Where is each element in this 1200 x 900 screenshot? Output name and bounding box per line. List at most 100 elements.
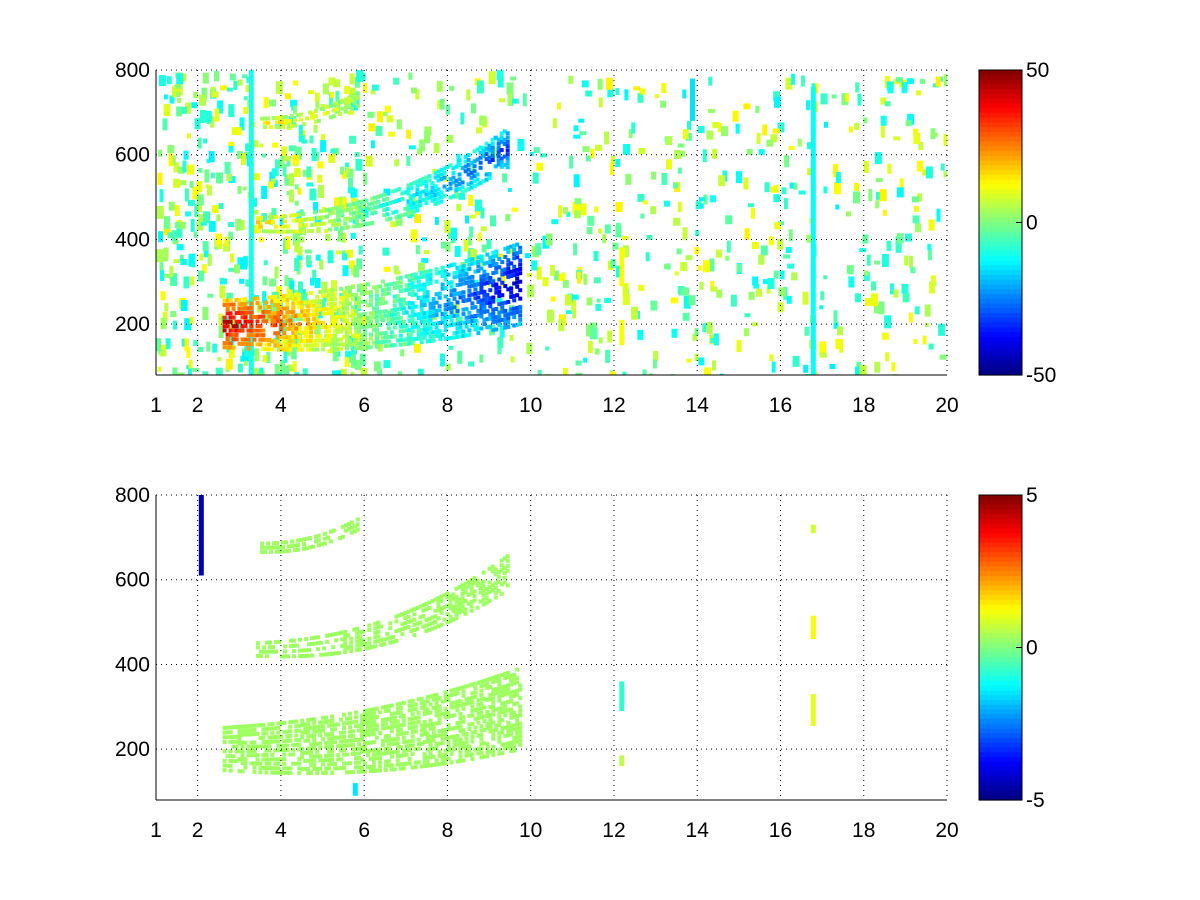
heatmap-cell bbox=[339, 309, 344, 314]
heatmap-cell bbox=[300, 755, 305, 759]
colorbar-segment bbox=[979, 184, 1022, 190]
heatmap-cell bbox=[401, 740, 406, 745]
heatmap-cell bbox=[324, 229, 329, 234]
heatmap-cell bbox=[360, 320, 364, 325]
heatmap-cell bbox=[225, 754, 230, 759]
heatmap-cell bbox=[518, 687, 523, 692]
heatmap-cell bbox=[315, 299, 320, 304]
heatmap-cell bbox=[252, 333, 257, 338]
heatmap-cell bbox=[518, 738, 523, 743]
heatmap-cell bbox=[228, 763, 233, 768]
heatmap-cell bbox=[243, 315, 248, 320]
heatmap-cell bbox=[446, 756, 451, 761]
heatmap-cell bbox=[282, 752, 287, 757]
heatmap-cell bbox=[434, 292, 439, 297]
heatmap-cell bbox=[515, 680, 520, 685]
heatmap-cell bbox=[322, 541, 327, 546]
heatmap-cell bbox=[322, 221, 327, 226]
heatmap-cell bbox=[417, 262, 425, 273]
colorbar-segment bbox=[979, 718, 1022, 725]
heatmap-cell bbox=[464, 307, 469, 312]
heatmap-cell bbox=[252, 740, 257, 745]
heatmap-cell bbox=[651, 171, 657, 180]
heatmap-cell bbox=[488, 717, 493, 722]
heatmap-cell bbox=[318, 334, 323, 339]
heatmap-cell bbox=[291, 293, 296, 298]
heatmap-cell bbox=[345, 290, 349, 294]
heatmap-cell bbox=[282, 298, 287, 303]
heatmap-cell bbox=[484, 141, 489, 146]
heatmap-cell bbox=[371, 285, 376, 290]
heatmap-cell bbox=[496, 579, 501, 584]
heatmap-cell bbox=[333, 301, 338, 306]
heatmap-cell bbox=[491, 258, 496, 263]
heatmap-cell bbox=[327, 306, 332, 311]
heatmap-cell bbox=[392, 316, 397, 321]
heatmap-cell bbox=[264, 337, 269, 342]
heatmap-cell bbox=[505, 156, 510, 161]
heatmap-cell bbox=[395, 723, 400, 728]
heatmap-cell bbox=[509, 261, 514, 266]
heatmap-cell bbox=[276, 286, 282, 297]
heatmap-cell bbox=[385, 202, 390, 206]
heatmap-cell bbox=[252, 765, 257, 770]
heatmap-cell bbox=[512, 294, 517, 299]
heatmap-cell bbox=[261, 740, 266, 745]
colorbar-segment bbox=[979, 217, 1022, 224]
heatmap-cell bbox=[398, 329, 403, 334]
heatmap-cell bbox=[246, 310, 251, 315]
heatmap-cell bbox=[264, 640, 269, 645]
heatmap-cell bbox=[401, 735, 406, 740]
heatmap-cell bbox=[180, 73, 187, 82]
heatmap-cell bbox=[386, 733, 391, 738]
heatmap-cell bbox=[515, 718, 520, 723]
heatmap-cell bbox=[505, 135, 510, 140]
heatmap-cell bbox=[511, 207, 518, 212]
heatmap-cell bbox=[481, 584, 486, 589]
heatmap-cell bbox=[497, 751, 502, 756]
heatmap-cell bbox=[368, 748, 373, 753]
heatmap-cell bbox=[487, 599, 492, 603]
heatmap-cell bbox=[276, 311, 281, 315]
heatmap-cell bbox=[455, 330, 460, 335]
heatmap-cell bbox=[354, 329, 358, 334]
heatmap-cell bbox=[306, 758, 311, 763]
heatmap-cell bbox=[243, 732, 248, 737]
heatmap-cell bbox=[446, 306, 451, 311]
heatmap-cell bbox=[493, 164, 498, 169]
heatmap-cell bbox=[374, 706, 379, 711]
heatmap-cell bbox=[325, 234, 331, 241]
heatmap-cell bbox=[505, 568, 510, 573]
heatmap-cell bbox=[443, 698, 448, 703]
heatmap-cell bbox=[497, 294, 502, 298]
heatmap-cell bbox=[270, 311, 275, 316]
heatmap-cell bbox=[371, 756, 376, 761]
heatmap-cell bbox=[446, 315, 451, 320]
heatmap-cell bbox=[410, 738, 415, 743]
heatmap-cell bbox=[346, 95, 351, 100]
heatmap-cell bbox=[370, 206, 375, 211]
heatmap-cell bbox=[383, 188, 391, 196]
heatmap-cell bbox=[476, 300, 481, 304]
heatmap-cell bbox=[351, 342, 355, 347]
heatmap-cell bbox=[376, 639, 381, 644]
heatmap-cell bbox=[163, 273, 170, 278]
heatmap-cell bbox=[360, 717, 364, 722]
heatmap-cell bbox=[558, 205, 563, 218]
heatmap-cell bbox=[628, 129, 633, 139]
heatmap-cell bbox=[171, 230, 177, 242]
heatmap-cell bbox=[652, 359, 657, 369]
heatmap-cell bbox=[437, 295, 442, 300]
heatmap-cell bbox=[924, 304, 931, 317]
colorbar: 500-50 bbox=[978, 59, 1056, 387]
heatmap-cell bbox=[488, 721, 493, 726]
heatmap-cell bbox=[572, 202, 580, 215]
heatmap-cell bbox=[313, 222, 318, 227]
heatmap-cell bbox=[333, 762, 338, 766]
heatmap-cell bbox=[503, 246, 508, 251]
heatmap-cell bbox=[246, 753, 251, 758]
heatmap-cell bbox=[445, 104, 450, 115]
colorbar-segment bbox=[979, 637, 1022, 644]
heatmap-cell bbox=[373, 361, 381, 372]
heatmap-cell bbox=[327, 762, 332, 767]
